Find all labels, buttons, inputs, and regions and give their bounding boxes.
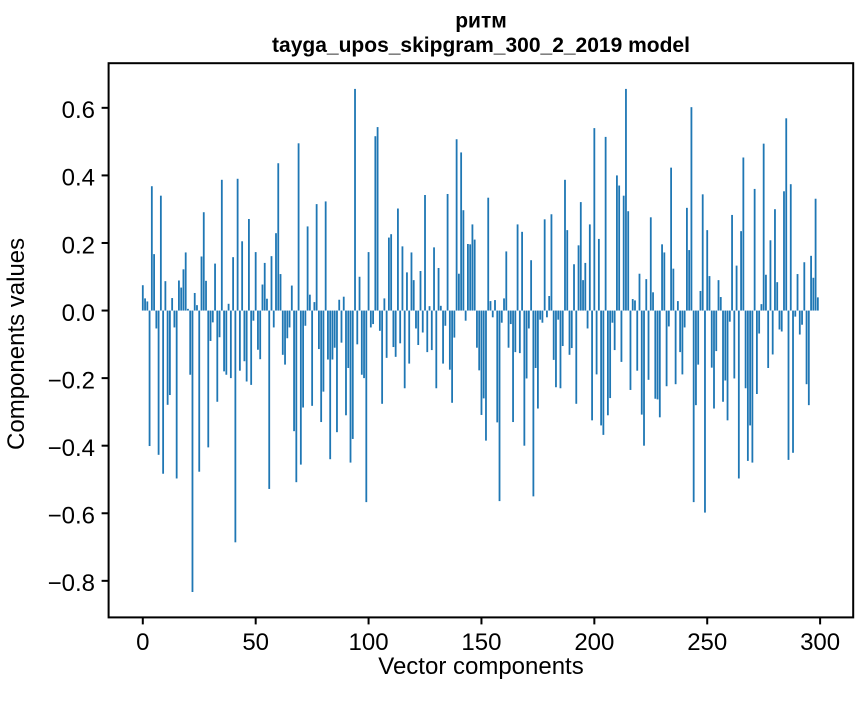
svg-text:150: 150 [461,629,501,656]
svg-text:−0.2: −0.2 [48,367,95,394]
svg-text:0.6: 0.6 [62,97,95,124]
svg-text:ритм: ритм [455,10,507,33]
svg-text:0.2: 0.2 [62,232,95,259]
svg-text:−0.8: −0.8 [48,570,95,597]
svg-text:300: 300 [800,629,840,656]
svg-text:200: 200 [574,629,614,656]
svg-text:−0.6: −0.6 [48,503,95,530]
svg-text:250: 250 [687,629,727,656]
svg-text:Components values: Components values [3,238,30,450]
svg-text:−0.4: −0.4 [48,435,95,462]
svg-text:0.0: 0.0 [62,300,95,327]
svg-text:0: 0 [136,629,149,656]
svg-text:tayga_upos_skipgram_300_2_2019: tayga_upos_skipgram_300_2_2019 model [272,34,690,57]
svg-text:0.4: 0.4 [62,165,95,192]
svg-text:50: 50 [242,629,269,656]
svg-text:100: 100 [349,629,389,656]
svg-text:Vector components: Vector components [378,653,583,680]
